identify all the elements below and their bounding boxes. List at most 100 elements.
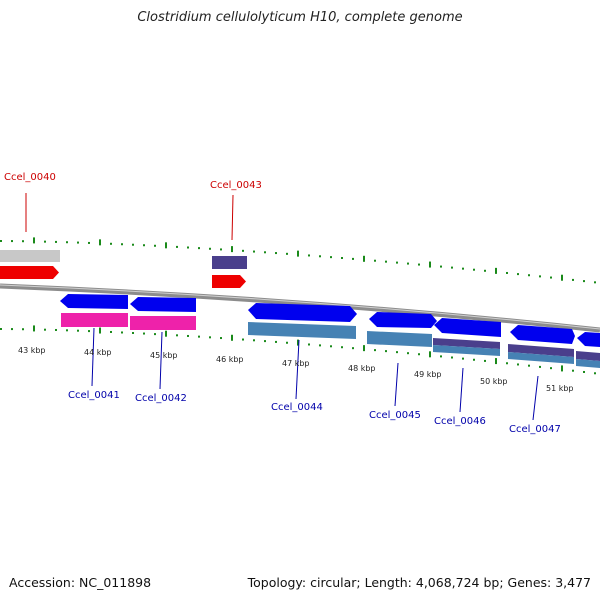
- gene-ccel-0043-feature[interactable]: [212, 256, 247, 269]
- scale-label-44: 44 kbp: [84, 348, 112, 357]
- minor-tick: [583, 280, 585, 283]
- minor-tick: [330, 345, 332, 348]
- gene-ccel-0041-arrow[interactable]: [60, 294, 128, 309]
- major-tick: [363, 345, 365, 352]
- minor-tick: [121, 331, 123, 334]
- scale-label-50: 50 kbp: [480, 377, 508, 386]
- minor-tick: [528, 274, 530, 277]
- minor-tick: [539, 365, 541, 368]
- feature-ccel-0046-purple[interactable]: [433, 338, 500, 349]
- minor-tick: [572, 369, 574, 372]
- minor-tick: [440, 355, 442, 358]
- feature-ccel-0046[interactable]: [433, 345, 500, 356]
- major-tick: [561, 365, 563, 372]
- major-tick: [561, 274, 563, 281]
- feature-ccel-0047-purple[interactable]: [508, 344, 574, 357]
- minor-tick: [275, 252, 277, 255]
- gene-label-ccel-0046[interactable]: Ccel_0046: [434, 416, 486, 427]
- minor-tick: [55, 240, 57, 243]
- minor-tick: [506, 362, 508, 365]
- minor-tick: [341, 257, 343, 260]
- minor-tick: [187, 334, 189, 337]
- minor-tick: [66, 241, 68, 244]
- leader-ccel-0042: [159, 331, 163, 390]
- minor-tick: [440, 265, 442, 268]
- minor-tick: [352, 257, 354, 260]
- scale-label-49: 49 kbp: [414, 370, 442, 379]
- gene-ccel-0044-arrow[interactable]: [248, 303, 357, 322]
- minor-tick: [407, 262, 409, 265]
- feature-ccel-0044[interactable]: [248, 322, 356, 339]
- minor-tick: [44, 240, 46, 243]
- scale-label-45: 45 kbp: [150, 351, 178, 360]
- gene-label-ccel-0042[interactable]: Ccel_0042: [135, 393, 187, 404]
- accession-text: Accession: NC_011898: [9, 575, 152, 590]
- genome-title: Clostridium cellulolyticum H10, complete…: [137, 10, 463, 25]
- gene-next-arrow[interactable]: [577, 332, 600, 347]
- gene-ccel-0043-arrow[interactable]: [212, 275, 246, 288]
- minor-tick: [143, 244, 145, 247]
- gene-label-ccel-0040[interactable]: Ccel_0040: [4, 172, 56, 183]
- gene-ccel-0040-arrow[interactable]: [0, 266, 59, 279]
- genome-backbone-highlight: [0, 284, 600, 330]
- feature-next[interactable]: [576, 359, 600, 368]
- feature-ccel-0042[interactable]: [130, 316, 196, 330]
- minor-tick: [528, 364, 530, 367]
- major-tick: [231, 246, 233, 253]
- gene-label-ccel-0047[interactable]: Ccel_0047: [509, 424, 561, 435]
- minor-tick: [88, 241, 90, 244]
- feature-next-purple[interactable]: [576, 351, 600, 361]
- upper-strand-genes: [0, 250, 247, 288]
- minor-tick: [176, 245, 178, 248]
- top-tick-row: [0, 237, 596, 284]
- lower-strand-features: [61, 313, 600, 368]
- minor-tick: [264, 251, 266, 254]
- gene-ccel-0046-arrow[interactable]: [434, 318, 501, 337]
- minor-tick: [550, 367, 552, 370]
- minor-tick: [418, 353, 420, 356]
- minor-tick: [55, 328, 57, 331]
- minor-tick: [517, 273, 519, 276]
- leader-ccel-0044: [295, 339, 300, 400]
- gene-ccel-0047-arrow[interactable]: [510, 325, 575, 344]
- gene-label-ccel-0041[interactable]: Ccel_0041: [68, 390, 120, 401]
- leader-ccel-0043: [231, 194, 234, 241]
- minor-tick: [451, 266, 453, 269]
- feature-ccel-0047[interactable]: [508, 352, 574, 364]
- major-tick: [495, 267, 497, 274]
- minor-tick: [308, 254, 310, 257]
- minor-tick: [66, 329, 68, 332]
- gene-label-ccel-0045[interactable]: Ccel_0045: [369, 410, 421, 421]
- minor-tick: [220, 248, 222, 251]
- gene-label-ccel-0044[interactable]: Ccel_0044: [271, 402, 323, 413]
- minor-tick: [11, 240, 13, 243]
- major-tick: [231, 334, 233, 341]
- minor-tick: [253, 250, 255, 253]
- leader-ccel-0046: [459, 367, 464, 413]
- scale-label-48: 48 kbp: [348, 364, 376, 373]
- minor-tick: [594, 372, 596, 375]
- major-tick: [297, 250, 299, 257]
- major-tick: [429, 351, 431, 358]
- scale-label-51: 51 kbp: [546, 384, 574, 393]
- major-tick: [99, 327, 101, 334]
- major-tick: [165, 330, 167, 337]
- gene-label-ccel-0043[interactable]: Ccel_0043: [210, 180, 262, 191]
- minor-tick: [550, 276, 552, 279]
- gene-ccel-0045-arrow[interactable]: [369, 312, 437, 328]
- minor-tick: [132, 331, 134, 334]
- gene-ccel-0040-feature[interactable]: [0, 250, 60, 262]
- minor-tick: [484, 269, 486, 272]
- minor-tick: [308, 343, 310, 346]
- genome-summary-text: Topology: circular; Length: 4,068,724 bp…: [247, 575, 591, 590]
- feature-ccel-0045[interactable]: [367, 331, 432, 347]
- feature-ccel-0041[interactable]: [61, 313, 128, 327]
- leader-lines: [25, 193, 539, 421]
- minor-tick: [385, 260, 387, 263]
- minor-tick: [220, 337, 222, 340]
- gene-ccel-0042-arrow[interactable]: [130, 297, 196, 312]
- genome-backbone: [0, 283, 600, 333]
- minor-tick: [539, 275, 541, 278]
- minor-tick: [407, 352, 409, 355]
